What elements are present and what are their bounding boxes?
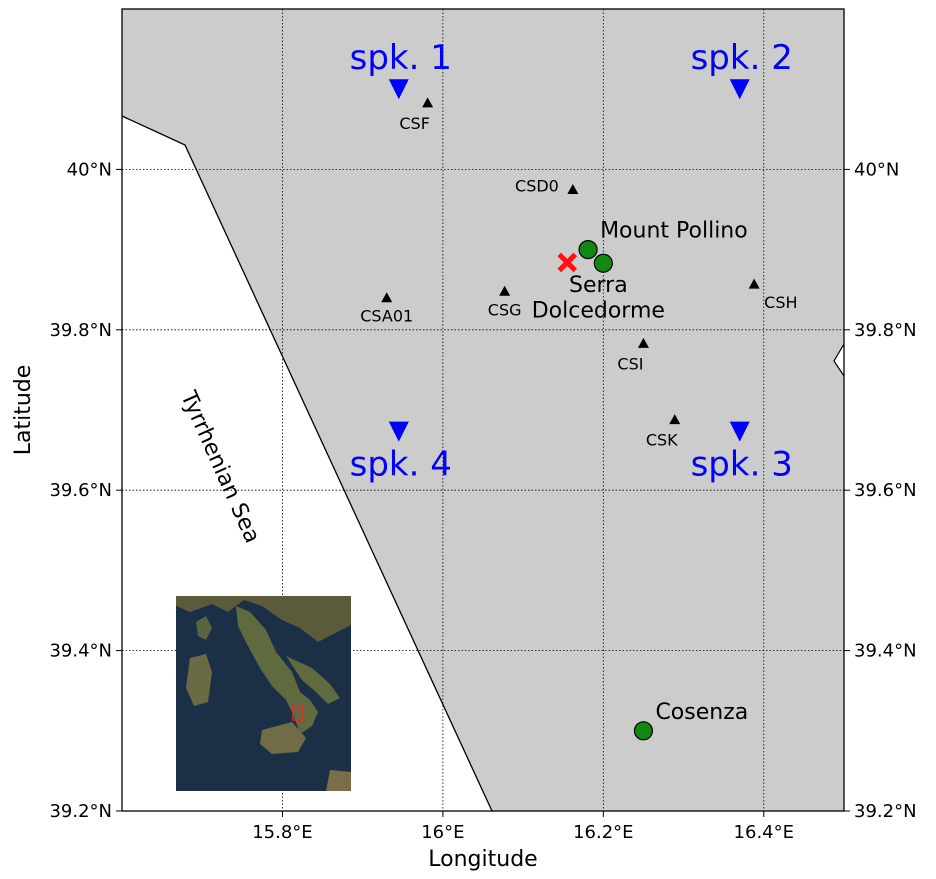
coastline (121, 115, 493, 812)
epicenter-layer (557, 252, 578, 273)
map-frame (121, 8, 845, 812)
stations-layer: CSF CSD0 CSA01 CSG CSH CSI CSK (360, 97, 798, 450)
station-label-csf: CSF (399, 114, 430, 133)
y-tick-label-left: 39.8°N (49, 320, 112, 341)
speaker-marker-spk3 (729, 421, 750, 442)
y-tick-label-right: 39.2°N (854, 801, 917, 822)
station-label-csa01: CSA01 (360, 307, 413, 326)
place-marker-serra-dolcedorme (593, 253, 613, 273)
place-marker-mount-pollino (578, 240, 598, 260)
station-marker-csi (637, 337, 649, 348)
axis-ticks: 15.8°E 16°E 16.2°E 16.4°E 39.2°N 39.2°N 39.4°N… (49, 159, 916, 843)
x-tick-label: 16.4°E (734, 822, 794, 843)
station-label-csk: CSK (646, 431, 678, 450)
speaker-label-spk3: spk. 3 (691, 445, 793, 485)
speaker-label-spk1: spk. 1 (350, 38, 452, 78)
place-label-mount-pollino: Mount Pollino (600, 219, 748, 244)
y-tick-label-left: 39.6°N (49, 480, 112, 501)
speakers-layer: spk. 1 spk. 2 spk. 3 spk. 4 (350, 38, 793, 484)
land-area (122, 9, 844, 811)
station-marker-csg (499, 285, 511, 296)
speaker-marker-spk4 (388, 421, 409, 442)
station-marker-csf (422, 97, 434, 108)
station-marker-csk (669, 414, 681, 425)
x-tick-label: 15.8°E (252, 822, 312, 843)
y-tick-label-right: 39.8°N (854, 320, 917, 341)
epicenter-marker (557, 252, 578, 273)
speaker-label-spk4: spk. 4 (350, 445, 452, 485)
place-label-serra-dolcedorme: Serra Dolcedorme (532, 273, 665, 323)
x-axis-title: Longitude (428, 847, 537, 872)
y-tick-label-left: 39.2°N (49, 801, 112, 822)
speaker-marker-spk2 (729, 79, 750, 100)
station-marker-csh (748, 278, 760, 289)
y-tick-label-right: 39.6°N (854, 480, 917, 501)
x-tick-label: 16°E (421, 822, 464, 843)
x-tick-label: 16.2°E (573, 822, 633, 843)
station-label-csh: CSH (764, 293, 797, 312)
land-edge-notch (833, 343, 845, 377)
y-tick-label-right: 39.4°N (854, 641, 917, 662)
station-label-csd0: CSD0 (515, 176, 559, 195)
station-label-csg: CSG (488, 300, 522, 319)
y-tick-label-left: 39.4°N (49, 641, 112, 662)
y-tick-label-left: 40°N (67, 159, 112, 180)
y-axis-title: Latitude (11, 365, 36, 456)
station-marker-csd0 (567, 183, 579, 194)
place-marker-cosenza (633, 721, 654, 741)
station-marker-csa01 (381, 292, 393, 303)
place-label-cosenza: Cosenza (655, 700, 748, 725)
y-tick-label-right: 40°N (854, 159, 899, 180)
inset-satellite-map (176, 596, 351, 791)
station-label-csi: CSI (617, 354, 643, 373)
speaker-label-spk2: spk. 2 (691, 38, 793, 78)
places-layer: Mount Pollino Serra Dolcedorme Cosenza (532, 219, 748, 741)
speaker-marker-spk1 (388, 79, 409, 100)
